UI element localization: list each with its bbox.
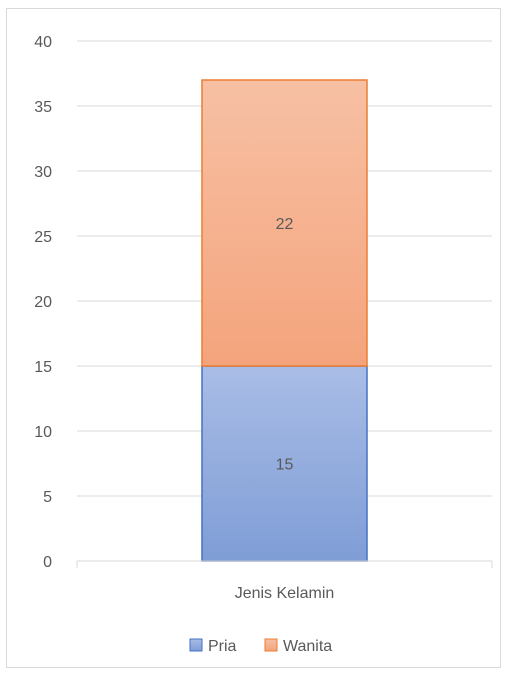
x-axis: Jenis Kelamin	[76, 560, 493, 602]
y-tick-label: 25	[34, 229, 52, 246]
y-tick-label: 0	[43, 554, 52, 571]
y-axis-ticks: 0 5 10 15 20 25 30 35 40	[34, 34, 52, 571]
bar-segment-wanita	[201, 79, 368, 367]
legend-swatch-pria	[189, 638, 203, 652]
y-tick-label: 15	[34, 359, 52, 376]
legend-swatch-wanita	[264, 638, 278, 652]
data-label-pria: 15	[276, 457, 294, 474]
y-tick-label: 30	[34, 164, 52, 181]
x-category-label: Jenis Kelamin	[235, 585, 335, 602]
y-tick-label: 20	[34, 294, 52, 311]
legend-label-wanita: Wanita	[283, 638, 332, 655]
data-label-wanita: 22	[276, 216, 294, 233]
y-tick-label: 10	[34, 424, 52, 441]
legend: Pria Wanita	[189, 638, 332, 655]
y-tick-label: 35	[34, 99, 52, 116]
bars	[201, 79, 368, 562]
y-tick-label: 5	[43, 489, 52, 506]
y-tick-label: 40	[34, 34, 52, 51]
legend-label-pria: Pria	[208, 638, 237, 655]
bar-segment-pria	[201, 365, 368, 562]
